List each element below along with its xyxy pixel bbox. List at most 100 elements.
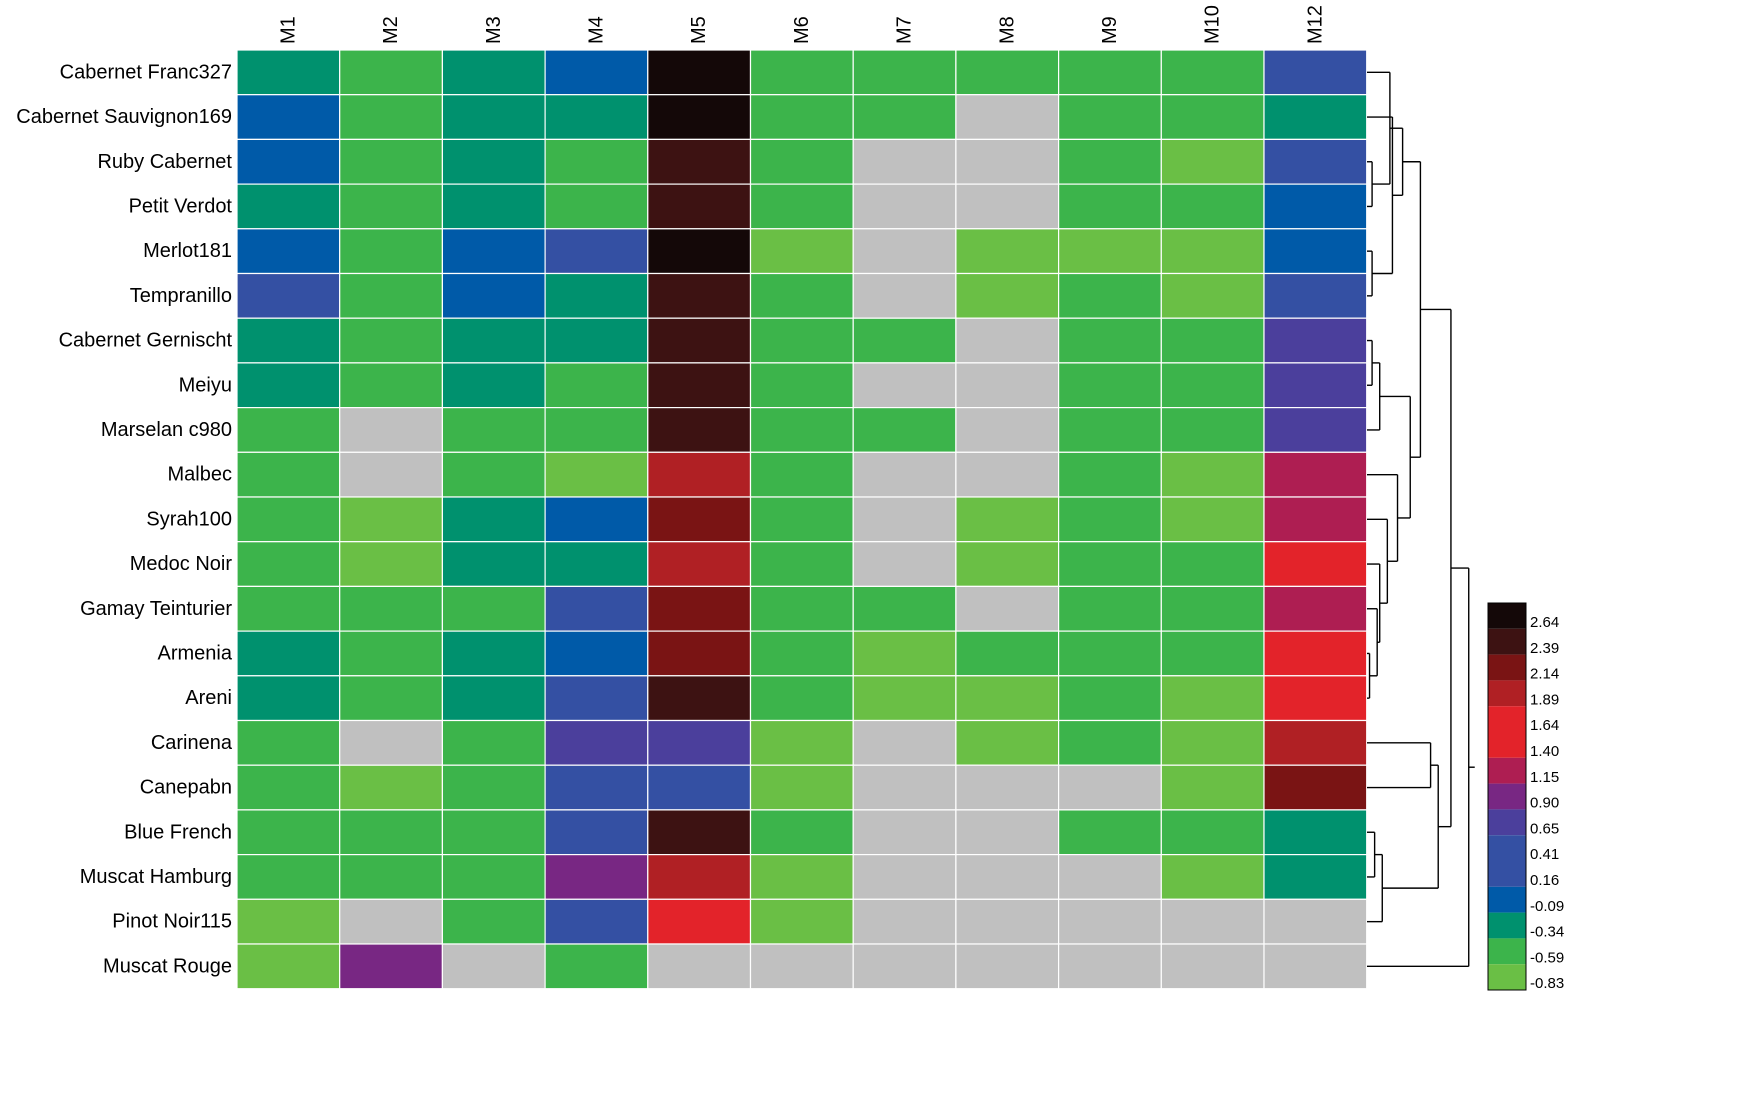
heatmap-cell bbox=[1057, 809, 1162, 856]
heatmap-cell bbox=[236, 585, 341, 632]
heatmap-cell bbox=[852, 138, 957, 185]
heatmap-cell bbox=[749, 809, 854, 856]
row-label: Cabernet Gernischt bbox=[59, 330, 233, 352]
heatmap-cell bbox=[544, 407, 649, 453]
heatmap-cell bbox=[955, 362, 1060, 409]
heatmap-cell bbox=[647, 541, 752, 588]
heatmap-cell bbox=[749, 451, 854, 498]
heatmap-cell bbox=[1263, 496, 1368, 543]
heatmap-cell bbox=[339, 809, 444, 856]
legend-swatch bbox=[1488, 886, 1526, 913]
heatmap-cell bbox=[1057, 764, 1162, 811]
heatmap-cell bbox=[1057, 541, 1162, 588]
column-labels: M1 M2 M3 M4 M5 M6 M7 M8 M9 M10 M12 bbox=[277, 5, 1326, 44]
legend-tick-label: 2.14 bbox=[1530, 666, 1559, 683]
heatmap-cell bbox=[441, 585, 546, 632]
heatmap-cell bbox=[647, 853, 752, 900]
column-label: M2 bbox=[380, 16, 402, 44]
heatmap-cell bbox=[749, 407, 854, 453]
heatmap-cell bbox=[339, 764, 444, 811]
heatmap-cell bbox=[544, 451, 649, 498]
row-label: Cabernet Sauvignon169 bbox=[16, 106, 232, 128]
legend-tick-label: -0.83 bbox=[1530, 975, 1564, 992]
heatmap-cell bbox=[1263, 183, 1368, 230]
heatmap-cell bbox=[647, 675, 752, 722]
color-legend: 2.64 2.39 2.14 1.89 1.64 1.40 1.15 0.90 0.65 0.41… bbox=[1487, 602, 1564, 992]
heatmap-cell bbox=[544, 898, 649, 945]
heatmap-cell bbox=[544, 630, 649, 677]
row-label: Muscat Rouge bbox=[103, 955, 232, 977]
heatmap-cell bbox=[441, 496, 546, 543]
heatmap-cell bbox=[852, 451, 957, 498]
heatmap-cell bbox=[852, 228, 957, 275]
heatmap-cell bbox=[1057, 898, 1162, 945]
heatmap-cell bbox=[1160, 898, 1265, 945]
heatmap-cell bbox=[955, 272, 1060, 319]
legend-swatch bbox=[1488, 861, 1526, 887]
heatmap-cell bbox=[441, 809, 546, 856]
heatmap-cell bbox=[852, 49, 957, 96]
heatmap-cell bbox=[544, 853, 649, 900]
heatmap-cell bbox=[441, 764, 546, 811]
heatmap-cell bbox=[1160, 809, 1265, 856]
legend-tick-label: 0.41 bbox=[1530, 846, 1559, 863]
heatmap-cell bbox=[647, 898, 752, 945]
heatmap-cell bbox=[236, 719, 341, 766]
heatmap-cell bbox=[749, 943, 854, 990]
heatmap-cell bbox=[236, 451, 341, 498]
heatmap-cell bbox=[749, 317, 854, 364]
heatmap-cell bbox=[544, 541, 649, 588]
heatmap-cell bbox=[647, 585, 752, 632]
row-label: Blue French bbox=[124, 821, 232, 843]
heatmap-cell bbox=[1160, 585, 1265, 632]
heatmap-cell bbox=[852, 362, 957, 409]
heatmap-cell bbox=[441, 541, 546, 588]
heatmap-cell bbox=[544, 496, 649, 543]
heatmap-cell bbox=[749, 898, 854, 945]
heatmap-cell bbox=[236, 362, 341, 409]
heatmap-cell bbox=[852, 764, 957, 811]
heatmap-cell bbox=[852, 853, 957, 900]
heatmap-cell bbox=[1263, 764, 1368, 811]
row-label: Gamay Teinturier bbox=[80, 598, 232, 620]
heatmap-cell bbox=[1160, 183, 1265, 230]
heatmap-cell bbox=[236, 630, 341, 677]
heatmap-cell bbox=[544, 317, 649, 364]
heatmap-cell bbox=[1160, 272, 1265, 319]
heatmap-cell bbox=[1160, 541, 1265, 588]
heatmap-cell bbox=[955, 853, 1060, 900]
heatmap-cell bbox=[647, 362, 752, 409]
heatmap-cell bbox=[955, 183, 1060, 230]
heatmap-cell bbox=[339, 585, 444, 632]
heatmap-cell bbox=[1160, 138, 1265, 185]
heatmap-cell bbox=[955, 496, 1060, 543]
heatmap-cell bbox=[1160, 407, 1265, 453]
legend-tick-label: 0.90 bbox=[1530, 795, 1559, 812]
heatmap-cell bbox=[852, 317, 957, 364]
heatmap-cell bbox=[749, 630, 854, 677]
heatmap-cell bbox=[441, 853, 546, 900]
heatmap-cell bbox=[852, 272, 957, 319]
heatmap-cell bbox=[1057, 451, 1162, 498]
heatmap-cell bbox=[544, 943, 649, 990]
heatmap-cell bbox=[647, 228, 752, 275]
heatmap-cell bbox=[1160, 94, 1265, 140]
column-label: M9 bbox=[1099, 16, 1121, 44]
heatmap-cell bbox=[955, 585, 1060, 632]
row-label: Merlot181 bbox=[143, 240, 232, 262]
heatmap-cell bbox=[441, 362, 546, 409]
heatmap-cell bbox=[1263, 49, 1368, 96]
heatmap-cell bbox=[339, 49, 444, 96]
heatmap-cell bbox=[955, 138, 1060, 185]
heatmap-cell bbox=[955, 943, 1060, 990]
row-label: Malbec bbox=[168, 464, 232, 486]
heatmap-cell bbox=[647, 719, 752, 766]
heatmap-cell bbox=[955, 898, 1060, 945]
heatmap-cell bbox=[1057, 675, 1162, 722]
heatmap-cell bbox=[544, 94, 649, 140]
heatmap-cell bbox=[647, 496, 752, 543]
legend-tick-label: 1.15 bbox=[1530, 769, 1559, 786]
heatmap-cell bbox=[749, 138, 854, 185]
heatmap-cell bbox=[749, 585, 854, 632]
heatmap-cell bbox=[236, 541, 341, 588]
